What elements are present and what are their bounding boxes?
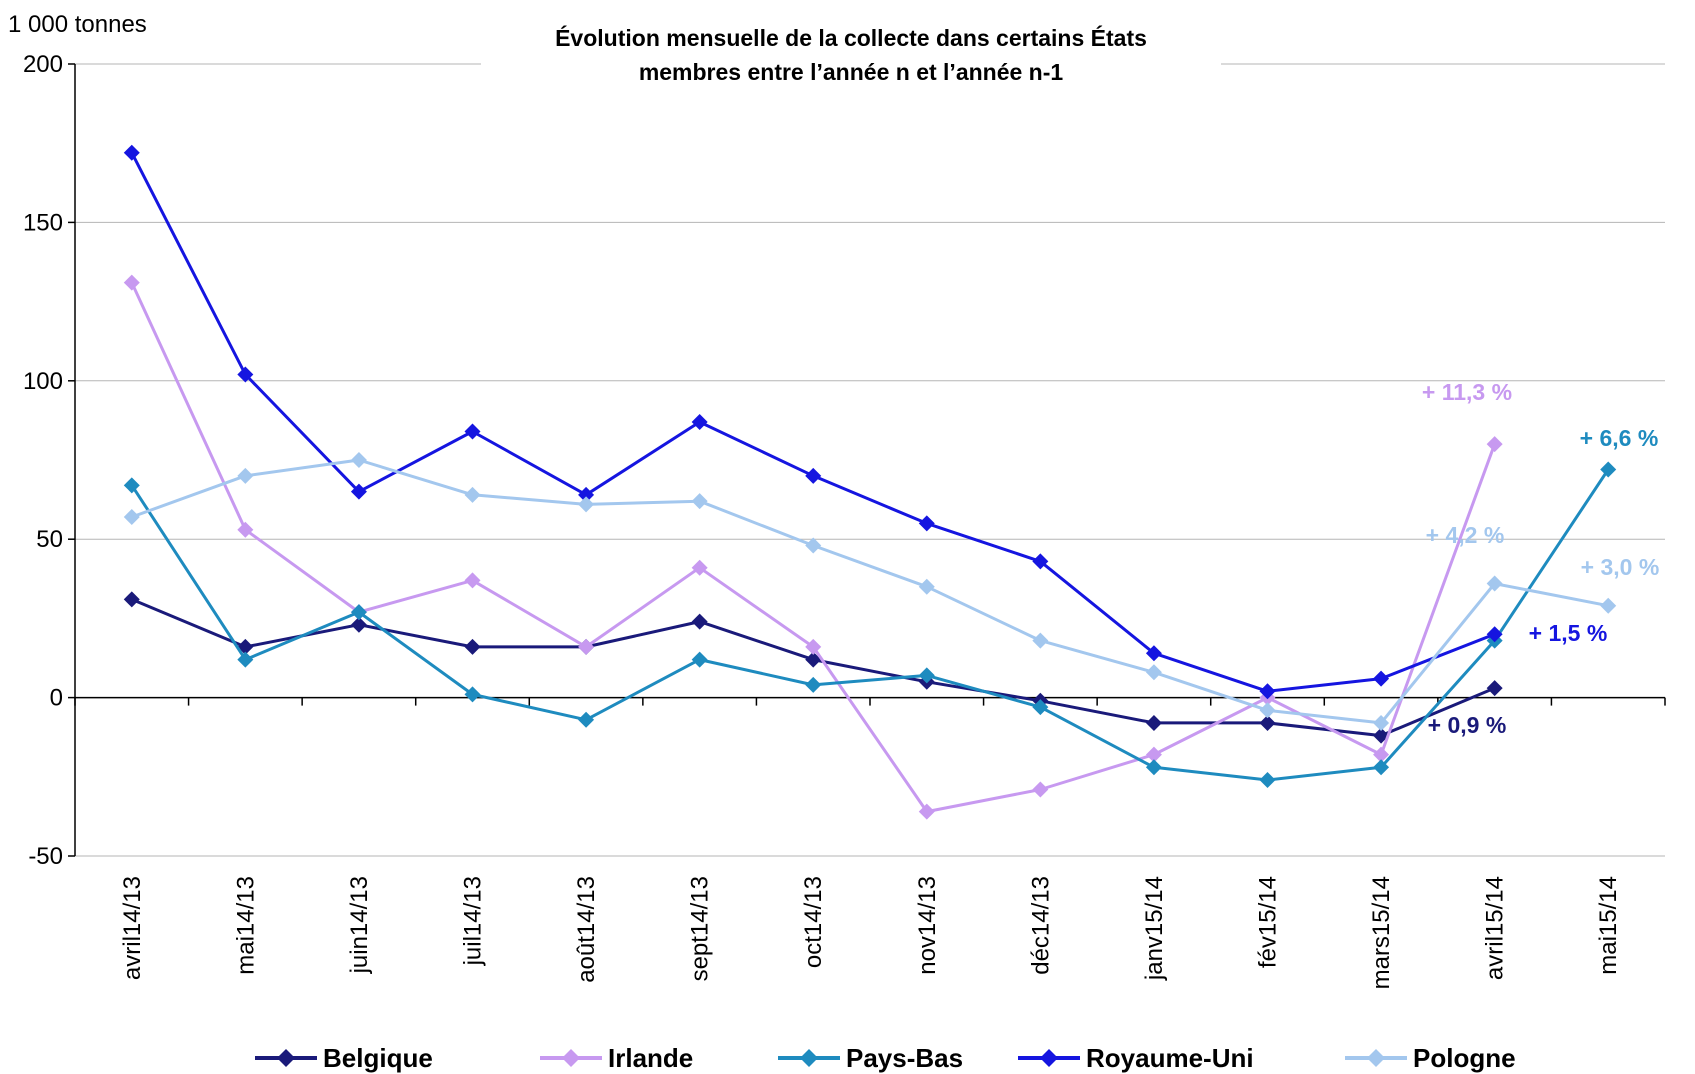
y-tick-label: 200: [23, 51, 63, 78]
x-tick-label: avril15/14: [1482, 876, 1509, 980]
x-tick-label: mars15/14: [1368, 876, 1395, 989]
x-tick-label: juin14/13: [346, 876, 373, 974]
y-tick-label: 150: [23, 209, 63, 236]
annotation: + 11,3 %: [1422, 379, 1512, 405]
x-tick-label: sept14/13: [687, 876, 714, 981]
legend-label: Royaume-Uni: [1086, 1043, 1254, 1073]
annotation: + 1,5 %: [1529, 620, 1608, 646]
x-tick-label: avril14/13: [119, 876, 146, 980]
x-tick-label: juil14/13: [460, 876, 487, 966]
annotation: + 6,6 %: [1580, 425, 1659, 451]
annotation: + 3,0 %: [1581, 554, 1660, 580]
annotation: + 4,2 %: [1426, 522, 1505, 548]
annotation: + 0,9 %: [1428, 712, 1507, 738]
y-unit-label: 1 000 tonnes: [8, 11, 147, 38]
x-tick-label: nov14/13: [914, 876, 941, 975]
chart-title-line1: Évolution mensuelle de la collecte dans …: [555, 24, 1147, 51]
legend-label: Irlande: [608, 1043, 693, 1073]
x-tick-label: déc14/13: [1027, 876, 1054, 975]
y-tick-label: 100: [23, 368, 63, 395]
x-tick-label: mai14/13: [232, 876, 259, 975]
x-tick-label: fév15/14: [1255, 876, 1282, 968]
legend-label: Pays-Bas: [846, 1043, 963, 1073]
x-tick-label: janv15/14: [1141, 876, 1168, 981]
y-tick-label: 0: [50, 685, 63, 712]
y-tick-label: 50: [36, 526, 63, 553]
legend-label: Pologne: [1413, 1043, 1516, 1073]
legend-label: Belgique: [323, 1043, 433, 1073]
x-tick-label: oct14/13: [800, 876, 827, 968]
chart-title-line2: membres entre l’année n et l’année n-1: [639, 59, 1064, 85]
x-tick-label: mai15/14: [1595, 876, 1622, 975]
y-tick-label: -50: [28, 843, 63, 870]
x-tick-label: août14/13: [573, 876, 600, 983]
